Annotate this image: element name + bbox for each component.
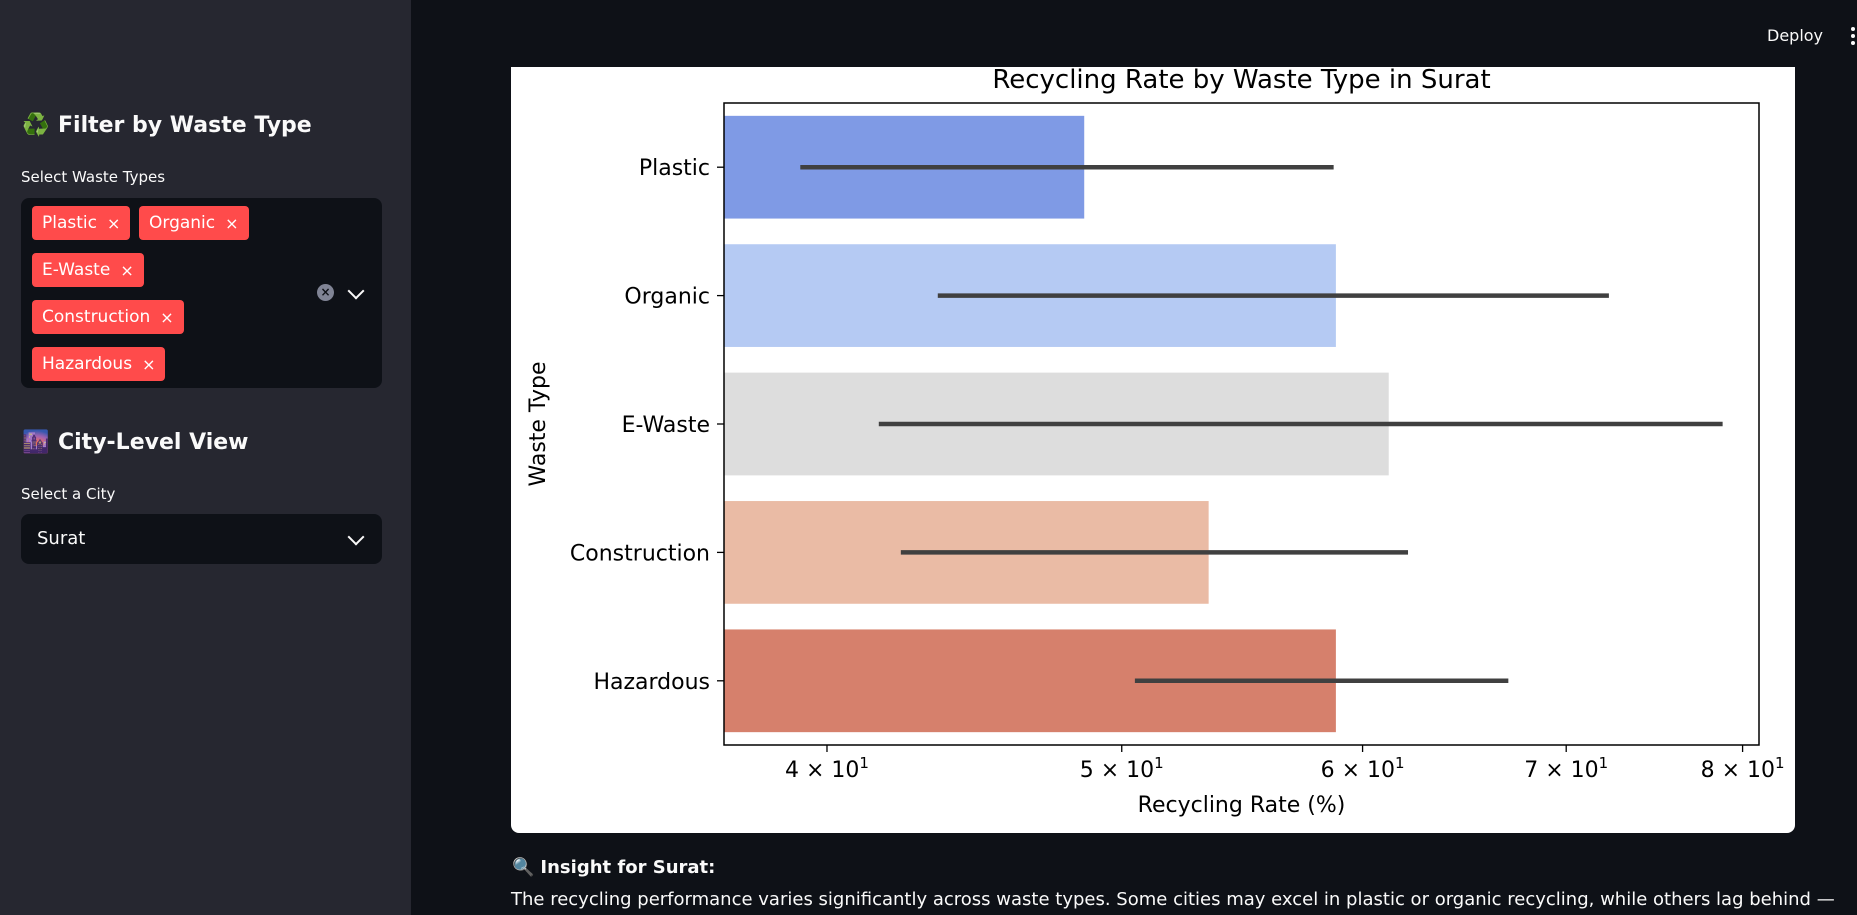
tag-remove-icon[interactable]: × bbox=[142, 354, 156, 374]
chart-title: Recycling Rate by Waste Type in Surat bbox=[992, 67, 1490, 95]
city-heading-text: City-Level View bbox=[58, 430, 249, 455]
tag-remove-icon[interactable]: × bbox=[160, 307, 174, 327]
clear-all-icon[interactable]: × bbox=[317, 284, 334, 301]
waste-tag-label: E-Waste bbox=[42, 260, 111, 280]
kebab-menu-icon[interactable] bbox=[1851, 27, 1855, 48]
city-select-label: Select a City bbox=[21, 485, 116, 503]
cityscape-icon: 🌆 bbox=[22, 430, 50, 455]
y-axis-label: Waste Type bbox=[526, 362, 551, 487]
chevron-down-icon[interactable] bbox=[347, 528, 365, 546]
magnifier-icon: 🔍 bbox=[512, 857, 535, 878]
waste-tag-label: Organic bbox=[149, 213, 216, 233]
tag-remove-icon[interactable]: × bbox=[225, 213, 239, 233]
city-select-value: Surat bbox=[37, 528, 86, 549]
recycling-rate-chart: Recycling Rate by Waste Type in Surat Pla… bbox=[526, 65, 1785, 818]
city-select[interactable]: Surat bbox=[21, 514, 382, 564]
chevron-down-icon[interactable] bbox=[347, 282, 365, 300]
sidebar: ♻️ Filter by Waste Type Select Waste Typ… bbox=[0, 0, 411, 915]
tag-remove-icon[interactable]: × bbox=[120, 260, 134, 280]
waste-tag[interactable]: Hazardous × bbox=[32, 347, 166, 381]
waste-tag-label: Hazardous bbox=[42, 354, 133, 374]
x-axis-label: Recycling Rate (%) bbox=[1138, 793, 1346, 818]
x-tick-label: 6 × 101 bbox=[1321, 754, 1405, 783]
y-tick-label: Organic bbox=[624, 285, 710, 310]
insight-title: 🔍 Insight for Surat: bbox=[512, 857, 715, 878]
insight-text: The recycling performance varies signifi… bbox=[511, 889, 1835, 910]
waste-type-multiselect[interactable]: Plastic × Organic × E-Waste × Constructi… bbox=[21, 198, 382, 388]
x-tick-label: 7 × 101 bbox=[1524, 754, 1608, 783]
filter-heading: ♻️ Filter by Waste Type bbox=[22, 113, 312, 138]
waste-tag-label: Construction bbox=[42, 307, 151, 327]
waste-tag-label: Plastic bbox=[42, 213, 97, 233]
waste-tag[interactable]: Organic × bbox=[139, 206, 249, 240]
x-tick-label: 5 × 101 bbox=[1080, 754, 1164, 783]
waste-tag[interactable]: Construction × bbox=[32, 300, 184, 334]
y-tick-label: Construction bbox=[570, 541, 710, 566]
x-tick-label: 4 × 101 bbox=[785, 754, 869, 783]
y-tick-label: Hazardous bbox=[593, 670, 710, 695]
waste-select-label: Select Waste Types bbox=[21, 168, 166, 186]
waste-tag[interactable]: Plastic × bbox=[32, 206, 131, 240]
y-tick-label: E-Waste bbox=[622, 413, 710, 438]
recycle-icon: ♻️ bbox=[22, 113, 50, 138]
deploy-button[interactable]: Deploy bbox=[1767, 26, 1824, 45]
tag-remove-icon[interactable]: × bbox=[106, 213, 121, 233]
city-heading: 🌆 City-Level View bbox=[22, 430, 249, 455]
x-tick-label: 8 × 101 bbox=[1701, 754, 1785, 783]
filter-heading-text: Filter by Waste Type bbox=[58, 113, 312, 138]
plot-frame bbox=[723, 102, 1760, 746]
y-tick-label: Plastic bbox=[639, 156, 710, 181]
insight-title-text: Insight for Surat: bbox=[540, 857, 716, 878]
chart-card: Recycling Rate by Waste Type in Surat Pla… bbox=[511, 65, 1795, 833]
waste-tag[interactable]: E-Waste × bbox=[32, 253, 144, 287]
